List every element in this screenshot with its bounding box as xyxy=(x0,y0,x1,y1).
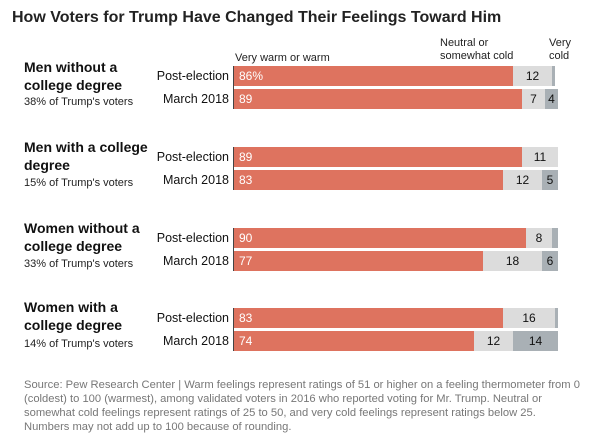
baseline-group-1 xyxy=(233,147,234,190)
value-label-cold: 5 xyxy=(546,173,554,187)
row-label: Post-election xyxy=(156,311,229,325)
bar-row: 89 11 xyxy=(234,147,558,167)
bar-segment-neutral xyxy=(503,308,555,328)
value-label-warm: 74 xyxy=(239,334,253,348)
group-share-women-no-degree: 33% of Trump's voters xyxy=(24,258,134,270)
bar-row: 90 8 xyxy=(234,228,558,248)
bar-segment-warm xyxy=(234,66,513,86)
bar-segment-neutral xyxy=(522,89,545,109)
value-label-neutral: 7 xyxy=(530,92,537,106)
baseline-group-0 xyxy=(233,66,234,109)
value-label-neutral: 12 xyxy=(515,173,530,187)
bar-segment-cold xyxy=(552,228,558,248)
value-label-warm: 83 xyxy=(239,173,253,187)
bar-row: 74 12 14 xyxy=(234,331,558,351)
bar-segment-cold xyxy=(513,331,558,351)
bar-segment-cold xyxy=(555,308,558,328)
row-label: March 2018 xyxy=(162,92,229,106)
value-label-cold: 4 xyxy=(548,92,555,106)
row-label: March 2018 xyxy=(162,334,229,348)
legend-cold: Very cold xyxy=(549,37,572,62)
row-label: Post-election xyxy=(156,150,229,164)
bar-segment-neutral xyxy=(483,251,542,271)
bar-segment-warm xyxy=(234,89,522,109)
chart-title: How Voters for Trump Have Changed Their … xyxy=(12,9,502,26)
bar-row: 89 7 4 xyxy=(234,89,558,109)
group-label-women-degree: Women with a college degree xyxy=(24,299,123,333)
bar-segment-warm xyxy=(234,331,474,351)
value-label-warm: 83 xyxy=(239,311,253,325)
bar-segment-neutral xyxy=(503,170,542,190)
value-label-neutral: 11 xyxy=(533,150,547,164)
group-share-men-degree: 15% of Trump's voters xyxy=(24,177,134,189)
value-label-warm: 90 xyxy=(239,231,253,245)
bar-segment-cold xyxy=(542,170,558,190)
bar-row: 83 16 xyxy=(234,308,558,328)
legend-warm: Very warm or warm xyxy=(235,52,330,64)
row-label: Post-election xyxy=(156,69,229,83)
bar-segment-cold xyxy=(545,89,558,109)
row-label: March 2018 xyxy=(162,173,229,187)
bar-segment-warm xyxy=(234,308,503,328)
group-label-women-no-degree: Women without a college degree xyxy=(24,220,140,254)
bar-row: 83 12 5 xyxy=(234,170,558,190)
row-label: March 2018 xyxy=(162,254,229,268)
bar-segment-warm xyxy=(234,228,526,248)
row-label: Post-election xyxy=(156,231,229,245)
group-label-men-degree: Men with a college degree xyxy=(24,139,148,173)
source-note: Source: Pew Research Center | Warm feeli… xyxy=(24,379,580,433)
bar-segment-neutral xyxy=(474,331,513,351)
bar-segment-warm xyxy=(234,147,522,167)
value-label-neutral: 8 xyxy=(535,231,543,245)
value-label-neutral: 12 xyxy=(525,69,540,83)
value-label-neutral: 12 xyxy=(486,334,501,348)
bar-segment-cold xyxy=(542,251,558,271)
bar-row: 86% 12 xyxy=(234,66,558,86)
value-label-warm: 86% xyxy=(239,69,264,83)
value-label-warm: 77 xyxy=(239,254,253,268)
value-label-neutral: 18 xyxy=(505,254,520,268)
group-share-women-degree: 14% of Trump's voters xyxy=(24,338,134,350)
value-label-warm: 89 xyxy=(239,150,253,164)
bar-segment-warm xyxy=(234,251,483,271)
bar-segment-neutral xyxy=(526,228,552,248)
bar-segment-warm xyxy=(234,170,503,190)
value-label-cold: 14 xyxy=(528,334,543,348)
value-label-warm: 89 xyxy=(239,92,253,106)
baseline-group-2 xyxy=(233,228,234,271)
bar-segment-neutral xyxy=(513,66,552,86)
group-label-men-no-degree: Men without a college degree xyxy=(24,59,123,93)
bar-segment-cold xyxy=(552,66,555,86)
group-share-men-no-degree: 38% of Trump's voters xyxy=(24,96,134,108)
legend-neutral: Neutral or somewhat cold xyxy=(440,37,514,62)
value-label-cold: 6 xyxy=(546,254,554,268)
baseline-group-3 xyxy=(233,308,234,351)
value-label-neutral: 16 xyxy=(522,311,536,325)
bar-row: 77 18 6 xyxy=(234,251,558,271)
bar-segment-neutral xyxy=(522,147,558,167)
